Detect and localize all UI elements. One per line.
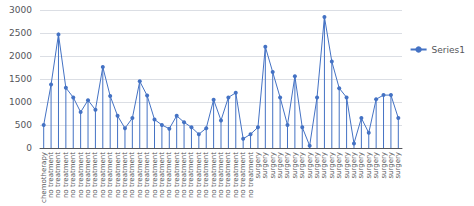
svg-text:surgery: surgery bbox=[327, 152, 336, 179]
svg-text:surgery: surgery bbox=[394, 152, 402, 179]
svg-text:no treatment: no treatment bbox=[187, 152, 196, 199]
svg-text:no treatment: no treatment bbox=[150, 152, 159, 199]
svg-text:no treatment: no treatment bbox=[224, 152, 233, 199]
svg-text:no treatment: no treatment bbox=[246, 152, 255, 199]
svg-text:no treatment: no treatment bbox=[121, 152, 129, 199]
svg-text:surgery: surgery bbox=[290, 152, 299, 179]
svg-text:surgery: surgery bbox=[253, 152, 262, 179]
svg-text:no treatment: no treatment bbox=[98, 152, 107, 199]
svg-text:surgery: surgery bbox=[305, 152, 314, 179]
svg-text:surgery: surgery bbox=[320, 152, 329, 179]
svg-text:surgery: surgery bbox=[379, 152, 388, 179]
svg-text:no treatment: no treatment bbox=[209, 152, 218, 199]
svg-text:surgery: surgery bbox=[342, 152, 351, 179]
svg-text:surgery: surgery bbox=[283, 152, 292, 179]
svg-text:3000: 3000 bbox=[9, 5, 32, 15]
svg-text:500: 500 bbox=[15, 120, 32, 130]
svg-text:no treatment: no treatment bbox=[69, 152, 78, 199]
svg-text:no treatment: no treatment bbox=[84, 152, 92, 199]
svg-text:surgery: surgery bbox=[386, 152, 395, 179]
svg-text:chemotherapy: chemotherapy bbox=[39, 152, 48, 203]
svg-text:no treatment: no treatment bbox=[239, 152, 248, 199]
svg-text:1000: 1000 bbox=[9, 97, 32, 107]
svg-text:no treatment: no treatment bbox=[157, 152, 166, 199]
svg-text:surgery: surgery bbox=[335, 152, 344, 179]
svg-text:surgery: surgery bbox=[372, 152, 381, 179]
svg-text:surgery: surgery bbox=[261, 152, 270, 179]
svg-text:surgery: surgery bbox=[364, 152, 373, 179]
svg-text:surgery: surgery bbox=[313, 152, 321, 179]
svg-text:no treatment: no treatment bbox=[113, 152, 122, 199]
svg-text:no treatment: no treatment bbox=[135, 152, 144, 199]
svg-text:Series1: Series1 bbox=[432, 45, 465, 55]
svg-text:no treatment: no treatment bbox=[91, 152, 100, 199]
svg-text:surgery: surgery bbox=[298, 152, 307, 179]
svg-text:no treatment: no treatment bbox=[143, 152, 152, 199]
svg-text:no treatment: no treatment bbox=[231, 152, 240, 199]
svg-text:1500: 1500 bbox=[9, 74, 32, 84]
svg-text:no treatment: no treatment bbox=[202, 152, 211, 199]
svg-text:2000: 2000 bbox=[9, 51, 32, 61]
svg-text:no treatment: no treatment bbox=[165, 152, 174, 199]
svg-text:surgery: surgery bbox=[276, 152, 285, 179]
svg-text:no treatment: no treatment bbox=[47, 152, 56, 199]
svg-text:no treatment: no treatment bbox=[54, 152, 63, 199]
svg-text:no treatment: no treatment bbox=[194, 152, 203, 199]
svg-text:0: 0 bbox=[26, 143, 32, 153]
svg-text:no treatment: no treatment bbox=[180, 152, 189, 199]
svg-text:surgery: surgery bbox=[268, 152, 277, 179]
svg-text:no treatment: no treatment bbox=[128, 152, 137, 199]
svg-text:2500: 2500 bbox=[9, 28, 32, 38]
svg-text:no treatment: no treatment bbox=[61, 152, 70, 199]
svg-text:no treatment: no treatment bbox=[76, 152, 85, 199]
svg-text:no treatment: no treatment bbox=[217, 152, 225, 199]
svg-text:no treatment: no treatment bbox=[172, 152, 181, 199]
svg-text:no treatment: no treatment bbox=[106, 152, 115, 199]
svg-text:surgery: surgery bbox=[357, 152, 366, 179]
svg-text:surgery: surgery bbox=[350, 152, 358, 179]
